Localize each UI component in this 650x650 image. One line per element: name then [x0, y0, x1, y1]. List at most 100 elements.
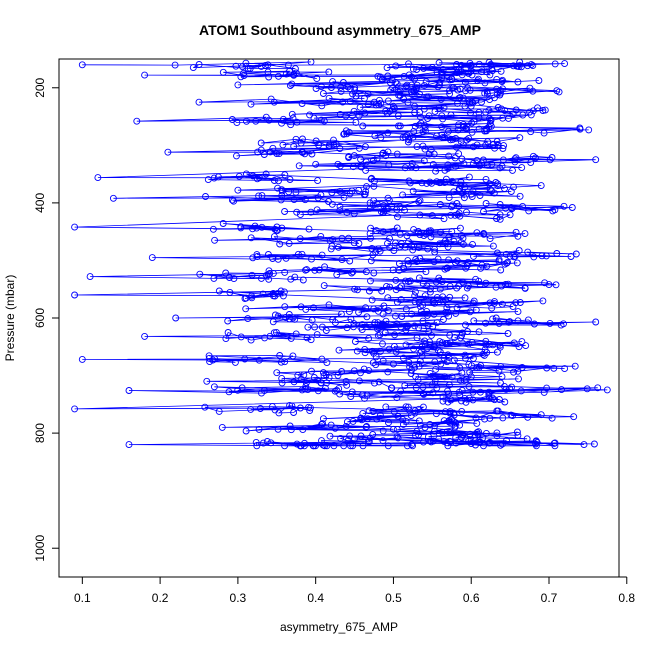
data-point [493, 432, 501, 440]
data-point [546, 156, 554, 164]
plot-frame [58, 58, 620, 578]
data-point [254, 148, 262, 156]
data-point [465, 394, 473, 402]
data-point [447, 438, 455, 446]
data-point [281, 442, 289, 450]
y-tick-label: 200 [33, 77, 47, 97]
data-point [413, 143, 421, 151]
data-point [420, 390, 428, 398]
data-point [473, 156, 481, 164]
data-point [384, 442, 392, 450]
data-point [371, 132, 379, 140]
data-point [363, 391, 371, 399]
data-point [415, 198, 423, 206]
data-point [483, 161, 491, 169]
data-point [423, 311, 431, 319]
data-point [205, 354, 213, 362]
data-point [233, 152, 240, 160]
data-point [426, 437, 434, 445]
data-point [318, 323, 326, 331]
data-point [366, 204, 374, 212]
data-point [416, 197, 424, 204]
data-point [318, 102, 326, 110]
data-point [444, 243, 452, 251]
data-point [263, 438, 271, 445]
data-point [400, 95, 408, 103]
data-point [273, 227, 281, 235]
data-point [462, 398, 470, 406]
data-point [518, 364, 526, 371]
data-point [420, 82, 428, 90]
data-point [393, 150, 401, 158]
data-point [477, 264, 485, 272]
data-point [368, 174, 376, 182]
data-point [458, 71, 466, 79]
data-point [417, 307, 425, 315]
data-point [462, 264, 470, 272]
data-point [281, 268, 289, 276]
data-point [407, 412, 415, 420]
data-point [455, 150, 463, 158]
data-point [357, 369, 364, 377]
data-point [375, 324, 383, 332]
data-point [432, 167, 440, 175]
data-point [468, 362, 476, 370]
data-point [345, 234, 353, 242]
data-point [253, 251, 261, 259]
data-point [311, 266, 319, 274]
data-point [498, 162, 506, 170]
data-point [252, 438, 260, 446]
data-point [305, 225, 313, 233]
data-point [503, 259, 511, 267]
data-point [286, 402, 294, 409]
data-point [266, 270, 274, 277]
data-point [482, 341, 490, 349]
data-point [412, 164, 420, 172]
data-point [419, 280, 427, 287]
data-point [511, 158, 519, 166]
data-point [506, 318, 514, 326]
data-point [552, 281, 560, 289]
data-point [498, 373, 506, 381]
data-point [460, 160, 468, 168]
data-point [277, 358, 285, 366]
data-point [314, 387, 322, 395]
data-point [380, 302, 388, 310]
data-point [420, 105, 428, 113]
data-point [431, 245, 438, 253]
data-point [489, 341, 497, 349]
data-point [241, 355, 249, 363]
data-point [446, 90, 454, 98]
data-point [281, 303, 289, 311]
data-point [343, 324, 351, 332]
data-point [535, 77, 543, 84]
data-point [446, 339, 454, 347]
data-point [482, 200, 490, 207]
data-point [296, 404, 304, 412]
data-point [379, 357, 387, 365]
data-point [526, 84, 534, 92]
data-point [402, 403, 410, 411]
data-point [219, 68, 227, 76]
data-point [401, 206, 408, 214]
data-point [402, 305, 410, 313]
data-point [486, 185, 494, 193]
data-point [470, 317, 478, 325]
data-point [270, 98, 278, 106]
data-point [497, 266, 505, 274]
data-point [411, 407, 419, 415]
data-point [486, 96, 494, 104]
data-point [480, 208, 487, 215]
data-point [546, 319, 554, 327]
data-point [468, 119, 476, 127]
data-point [469, 396, 477, 404]
data-point [439, 397, 447, 405]
data-point [412, 384, 420, 392]
data-point [548, 414, 556, 422]
data-point [412, 373, 420, 381]
data-point [429, 298, 437, 306]
data-point [542, 252, 550, 260]
data-point [285, 315, 293, 323]
data-point [446, 293, 454, 301]
data-point [431, 372, 439, 380]
